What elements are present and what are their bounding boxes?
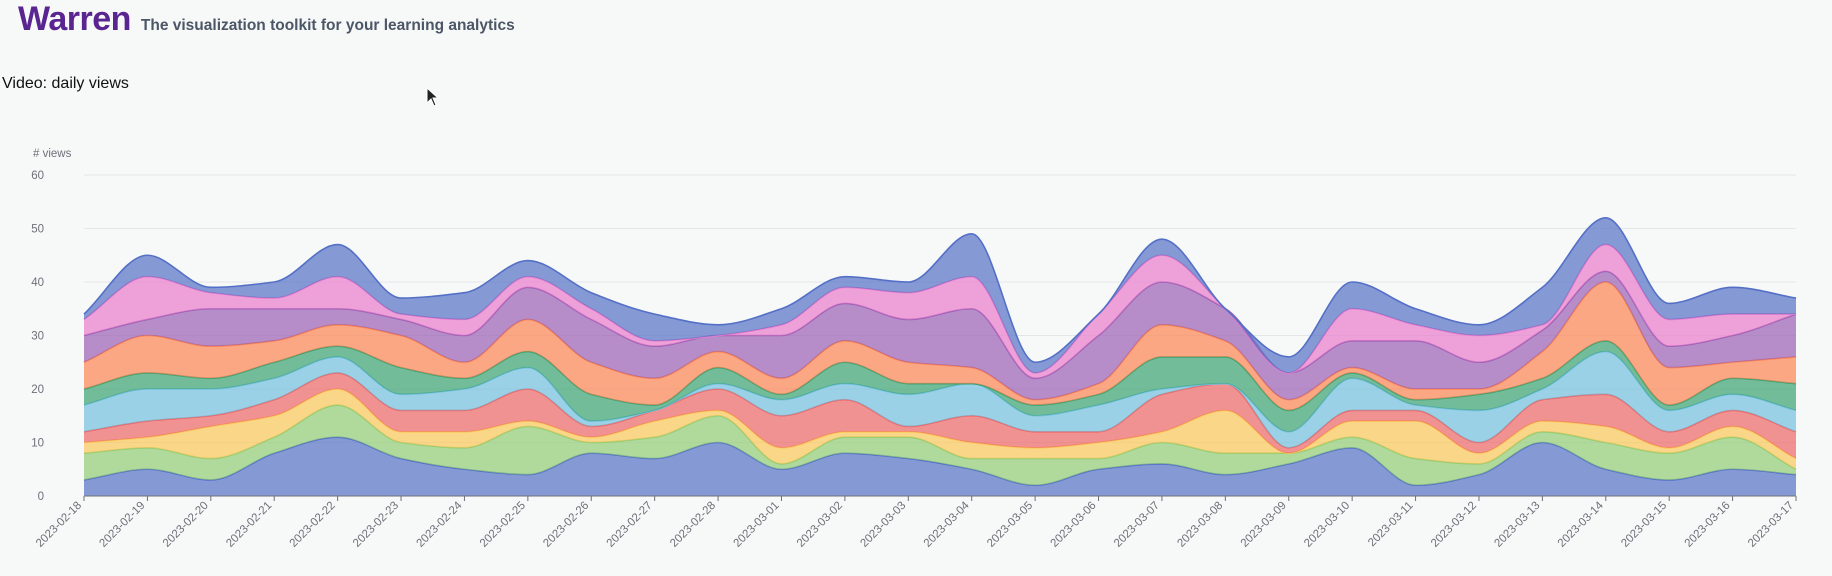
app-header: Warren The visualization toolkit for you… xyxy=(18,0,515,39)
x-tick-label: 2023-02-18 xyxy=(34,500,84,550)
x-tick-label: 2023-03-15 xyxy=(1619,500,1669,550)
x-tick-label: 2023-02-23 xyxy=(351,500,401,550)
mouse-cursor-icon xyxy=(426,87,440,107)
x-tick-label: 2023-03-05 xyxy=(985,500,1035,550)
x-tick-label: 2023-03-03 xyxy=(858,500,908,550)
series-area[interactable] xyxy=(84,372,1796,459)
x-tick-label: 2023-03-02 xyxy=(795,500,845,550)
x-tick-label: 2023-03-11 xyxy=(1366,500,1415,549)
x-tick-label: 2023-02-20 xyxy=(161,500,211,550)
x-tick-label: 2023-02-24 xyxy=(414,499,465,550)
series-line xyxy=(83,404,1797,470)
x-tick-label: 2023-02-22 xyxy=(288,500,338,550)
x-tick-label: 2023-02-26 xyxy=(541,500,591,550)
x-tick-label: 2023-03-16 xyxy=(1683,500,1733,550)
y-tick-label: 20 xyxy=(31,384,44,396)
chart-title: Video: daily views xyxy=(2,75,129,92)
series-area[interactable] xyxy=(84,271,1796,400)
brand-tagline: The visualization toolkit for your learn… xyxy=(140,17,515,34)
series-area[interactable] xyxy=(84,340,1796,432)
x-tick-label: 2023-02-27 xyxy=(605,500,655,550)
x-tick-label: 2023-03-08 xyxy=(1175,500,1225,550)
series-line xyxy=(83,216,1797,364)
y-tick-label: 30 xyxy=(31,331,44,343)
x-tick-label: 2023-03-14 xyxy=(1556,499,1607,550)
series-area[interactable] xyxy=(84,351,1796,448)
x-tick-label: 2023-03-10 xyxy=(1302,500,1352,550)
y-tick-label: 50 xyxy=(31,224,44,236)
series-area[interactable] xyxy=(84,437,1796,496)
x-tick-label: 2023-02-19 xyxy=(97,500,147,550)
series-areas xyxy=(83,216,1797,496)
y-tick-label: 40 xyxy=(31,277,44,289)
x-tick-label: 2023-03-07 xyxy=(1112,500,1162,550)
x-tick-label: 2023-03-17 xyxy=(1746,500,1796,550)
x-tick-label: 2023-02-21 xyxy=(224,500,274,550)
x-tick-label: 2023-03-06 xyxy=(1049,500,1099,550)
x-tick-label: 2023-03-12 xyxy=(1429,500,1479,550)
x-tick-label: 2023-03-01 xyxy=(732,500,782,550)
series-area[interactable] xyxy=(84,244,1796,379)
series-area[interactable] xyxy=(84,405,1796,486)
y-axis-label: # views xyxy=(33,148,72,160)
y-tick-label: 10 xyxy=(31,438,44,450)
x-tick-label: 2023-03-09 xyxy=(1239,500,1289,550)
brand-logo[interactable]: Warren xyxy=(18,0,131,38)
x-tick-label: 2023-02-28 xyxy=(668,500,718,550)
x-tick-label: 2023-03-13 xyxy=(1492,500,1542,550)
y-tick-label: 60 xyxy=(31,170,44,182)
x-tick-label: 2023-03-04 xyxy=(922,499,973,550)
x-tick-label: 2023-02-25 xyxy=(478,500,528,550)
y-tick-label: 0 xyxy=(38,491,44,503)
